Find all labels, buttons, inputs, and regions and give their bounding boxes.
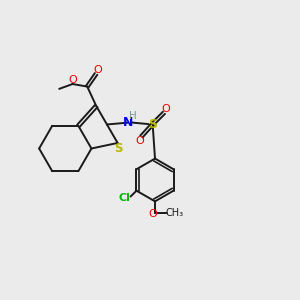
Text: CH₃: CH₃ — [166, 208, 184, 218]
Text: O: O — [149, 208, 158, 219]
Text: S: S — [148, 118, 157, 130]
Text: N: N — [123, 116, 134, 129]
Text: S: S — [114, 142, 122, 155]
Text: O: O — [136, 136, 144, 146]
Text: O: O — [161, 104, 170, 114]
Text: O: O — [68, 74, 77, 85]
Text: H: H — [129, 111, 137, 121]
Text: Cl: Cl — [118, 193, 130, 203]
Text: O: O — [93, 65, 102, 75]
